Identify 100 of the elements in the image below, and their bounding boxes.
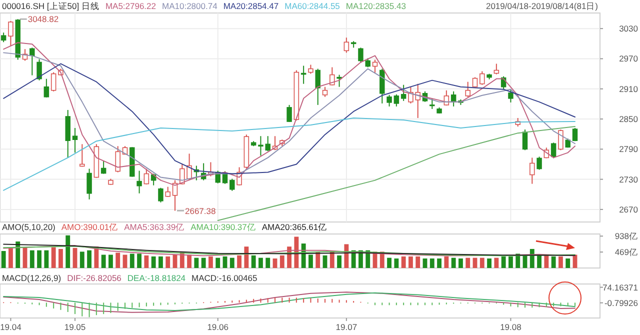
bar	[137, 254, 142, 268]
text: MA10:2800.74	[162, 1, 218, 11]
y-tick-label: 2670	[619, 204, 638, 214]
bar	[408, 256, 413, 268]
chart-title: 000016.SH [上证50] 日线	[2, 1, 100, 11]
x-tick-label: 19.05	[64, 322, 86, 332]
chart-title: MACD(12,26,9)	[2, 273, 62, 283]
candlestick	[494, 63, 500, 75]
candlestick	[430, 98, 435, 110]
bar	[416, 256, 420, 268]
candlestick	[536, 156, 542, 170]
candlestick	[36, 58, 42, 81]
y-tick-label: 2910	[619, 84, 638, 94]
bar	[272, 258, 278, 268]
line-series	[3, 118, 576, 191]
text: MA5:2796.22	[105, 1, 156, 11]
bar	[308, 254, 313, 268]
candlestick	[100, 160, 106, 174]
candlestick	[230, 178, 235, 192]
bar	[1, 251, 6, 268]
candlestick	[344, 37, 350, 54]
bar	[444, 256, 449, 268]
y-tick-label: 938亿	[614, 231, 638, 242]
bar	[251, 255, 256, 268]
y-tick-label: 2850	[619, 114, 638, 124]
bar	[401, 256, 406, 268]
candlestick	[308, 64, 314, 74]
bar	[230, 258, 234, 268]
candlestick	[365, 58, 370, 68]
candlestick	[386, 94, 392, 107]
candlestick	[165, 186, 170, 198]
bar	[422, 258, 428, 268]
bar	[66, 235, 70, 268]
bar	[87, 250, 92, 268]
text: DIF:-26.82056	[67, 273, 122, 283]
bar	[537, 255, 542, 268]
x-tick-label: 19.07	[336, 322, 358, 332]
candlestick	[158, 187, 164, 203]
candlestick	[550, 142, 556, 159]
candlestick	[286, 104, 292, 123]
bar	[430, 258, 434, 268]
candlestick	[50, 72, 56, 92]
candlestick	[380, 68, 385, 104]
text: AMA20:365.61亿	[262, 222, 328, 232]
candlestick	[465, 81, 470, 98]
bar	[116, 252, 120, 268]
y-tick-label: 2970	[619, 54, 638, 64]
candlestick	[572, 128, 578, 142]
bar	[80, 252, 84, 268]
bar	[487, 258, 492, 268]
bar	[72, 248, 78, 268]
candlestick	[30, 47, 35, 76]
bar	[51, 247, 56, 268]
text: MA60:2844.55	[284, 1, 340, 11]
bar	[122, 254, 128, 268]
bar	[558, 256, 563, 268]
bar	[494, 258, 499, 268]
line-series	[217, 126, 576, 221]
candlestick	[80, 144, 85, 168]
bar	[151, 256, 156, 268]
candlestick	[172, 180, 178, 212]
bar	[130, 254, 134, 268]
bar	[466, 258, 470, 268]
bar	[158, 256, 163, 268]
bar	[458, 258, 463, 268]
bar	[108, 254, 113, 268]
bar	[266, 258, 270, 268]
y-tick-label: 2790	[619, 144, 638, 154]
candlestick	[115, 146, 120, 173]
text: MA20:2854.47	[223, 1, 279, 11]
bar	[222, 256, 228, 268]
text: MA120:2835.43	[346, 1, 406, 11]
candlestick	[86, 168, 92, 200]
bar	[387, 258, 392, 268]
bar	[480, 258, 484, 268]
candlestick	[358, 47, 364, 64]
text: AMA5:363.39亿	[124, 222, 185, 232]
y-tick-label: 2730	[619, 174, 638, 184]
bar	[30, 250, 34, 268]
candlestick	[508, 88, 514, 103]
text: AMA10:390.37亿	[190, 222, 256, 232]
candlestick	[0, 32, 6, 43]
bar	[144, 255, 149, 268]
candlestick	[530, 157, 535, 184]
bar	[44, 250, 49, 268]
bar	[194, 258, 199, 268]
candlestick	[394, 94, 400, 107]
candlestick	[8, 20, 14, 46]
bar	[330, 252, 334, 268]
bar	[237, 255, 242, 268]
bar	[551, 256, 556, 268]
bar	[258, 258, 263, 268]
bar	[208, 256, 213, 268]
y-tick-label: 3030	[619, 24, 638, 34]
chart-title: AMO(5,10,20)	[2, 222, 56, 232]
bar	[337, 255, 342, 268]
candlestick	[372, 59, 378, 74]
bar	[437, 258, 442, 268]
candlestick	[522, 129, 528, 151]
x-tick-label: 19.08	[500, 322, 522, 332]
